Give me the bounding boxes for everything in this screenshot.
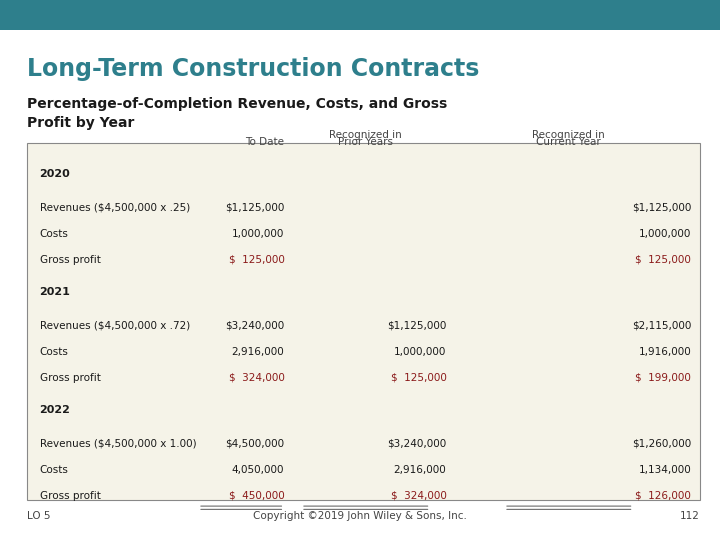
- Text: Revenues ($4,500,000 x .72): Revenues ($4,500,000 x .72): [40, 321, 190, 331]
- Text: LO 5: LO 5: [27, 511, 51, 521]
- Text: 2,916,000: 2,916,000: [394, 465, 446, 475]
- Text: Costs: Costs: [40, 229, 68, 239]
- Text: Current Year: Current Year: [536, 137, 601, 147]
- Text: $  324,000: $ 324,000: [228, 373, 284, 383]
- Text: 1,916,000: 1,916,000: [639, 347, 691, 357]
- Text: Percentage-of-Completion Revenue, Costs, and Gross
Profit by Year: Percentage-of-Completion Revenue, Costs,…: [27, 97, 448, 130]
- Text: Recognized in: Recognized in: [329, 130, 402, 140]
- Text: $  125,000: $ 125,000: [390, 373, 446, 383]
- Text: Gross profit: Gross profit: [40, 255, 101, 265]
- Text: 2020: 2020: [40, 169, 71, 179]
- Text: $  125,000: $ 125,000: [635, 255, 691, 265]
- Text: Gross profit: Gross profit: [40, 373, 101, 383]
- Text: $  199,000: $ 199,000: [635, 373, 691, 383]
- Text: 2022: 2022: [40, 405, 71, 415]
- Text: Revenues ($4,500,000 x .25): Revenues ($4,500,000 x .25): [40, 203, 190, 213]
- Text: Costs: Costs: [40, 347, 68, 357]
- Text: Revenues ($4,500,000 x 1.00): Revenues ($4,500,000 x 1.00): [40, 439, 197, 449]
- Text: $1,125,000: $1,125,000: [632, 203, 691, 213]
- Text: Costs: Costs: [40, 465, 68, 475]
- Text: $  126,000: $ 126,000: [635, 491, 691, 501]
- Text: Recognized in: Recognized in: [532, 130, 606, 140]
- Text: 112: 112: [680, 511, 700, 521]
- Text: To Date: To Date: [246, 137, 284, 147]
- Text: $3,240,000: $3,240,000: [387, 439, 446, 449]
- Text: 1,000,000: 1,000,000: [232, 229, 284, 239]
- Text: 2,916,000: 2,916,000: [232, 347, 284, 357]
- Text: $3,240,000: $3,240,000: [225, 321, 284, 331]
- Text: 4,050,000: 4,050,000: [232, 465, 284, 475]
- Text: Long-Term Construction Contracts: Long-Term Construction Contracts: [27, 57, 480, 80]
- Text: $1,125,000: $1,125,000: [387, 321, 446, 331]
- Text: 1,000,000: 1,000,000: [639, 229, 691, 239]
- Text: 1,000,000: 1,000,000: [394, 347, 446, 357]
- Text: $4,500,000: $4,500,000: [225, 439, 284, 449]
- Text: $  125,000: $ 125,000: [228, 255, 284, 265]
- Text: $  450,000: $ 450,000: [229, 491, 284, 501]
- Text: 1,134,000: 1,134,000: [639, 465, 691, 475]
- Text: Prior Years: Prior Years: [338, 137, 393, 147]
- Text: Copyright ©2019 John Wiley & Sons, Inc.: Copyright ©2019 John Wiley & Sons, Inc.: [253, 511, 467, 521]
- Text: $1,260,000: $1,260,000: [632, 439, 691, 449]
- Text: Gross profit: Gross profit: [40, 491, 101, 501]
- Text: $2,115,000: $2,115,000: [632, 321, 691, 331]
- Text: $1,125,000: $1,125,000: [225, 203, 284, 213]
- Text: $  324,000: $ 324,000: [390, 491, 446, 501]
- Text: 2021: 2021: [40, 287, 71, 297]
